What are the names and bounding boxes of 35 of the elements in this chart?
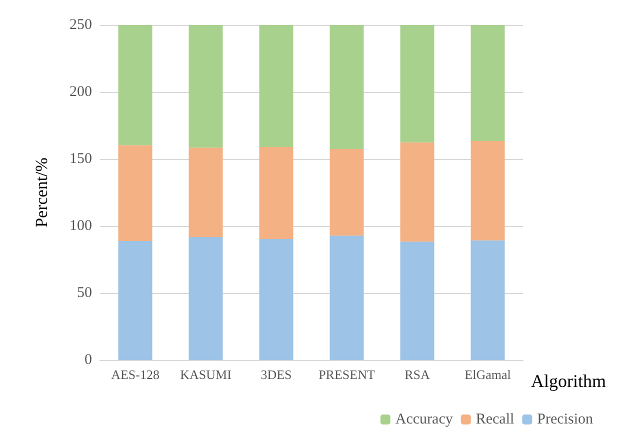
bar <box>259 25 294 147</box>
bar <box>400 25 434 142</box>
bar <box>118 25 152 146</box>
bar <box>400 142 434 242</box>
bar <box>400 242 434 360</box>
bar <box>470 141 505 240</box>
y-tick-label: 50 <box>77 285 92 301</box>
x-tick-label: RSA <box>404 367 430 382</box>
bar <box>188 148 223 237</box>
bar <box>188 25 223 148</box>
bar <box>118 145 152 242</box>
legend-label: Recall <box>476 412 514 428</box>
bar <box>470 240 505 360</box>
x-tick-label: KASUMI <box>180 367 232 382</box>
bar <box>188 236 223 360</box>
y-tick-label: 0 <box>84 352 92 368</box>
y-tick-label: 100 <box>70 218 92 234</box>
bar <box>470 25 505 142</box>
bar <box>259 239 294 360</box>
x-tick-label: PRESENT <box>318 367 375 382</box>
y-tick-label: 200 <box>70 84 92 100</box>
bar <box>330 25 364 149</box>
bar <box>330 236 364 360</box>
x-tick-label: AES-128 <box>111 367 160 382</box>
x-tick-label: ElGamal <box>464 367 512 382</box>
bar <box>330 148 364 236</box>
y-tick-label: 250 <box>70 17 92 33</box>
y-axis-title: Percent/% <box>32 158 51 228</box>
bar <box>118 241 152 360</box>
y-tick-label: 150 <box>70 151 92 167</box>
legend-label: Accuracy <box>395 412 454 428</box>
x-axis-title: Algorithm <box>531 371 606 391</box>
bar <box>259 146 294 239</box>
legend-label: Precision <box>537 412 594 428</box>
x-tick-label: 3DES <box>260 367 292 382</box>
